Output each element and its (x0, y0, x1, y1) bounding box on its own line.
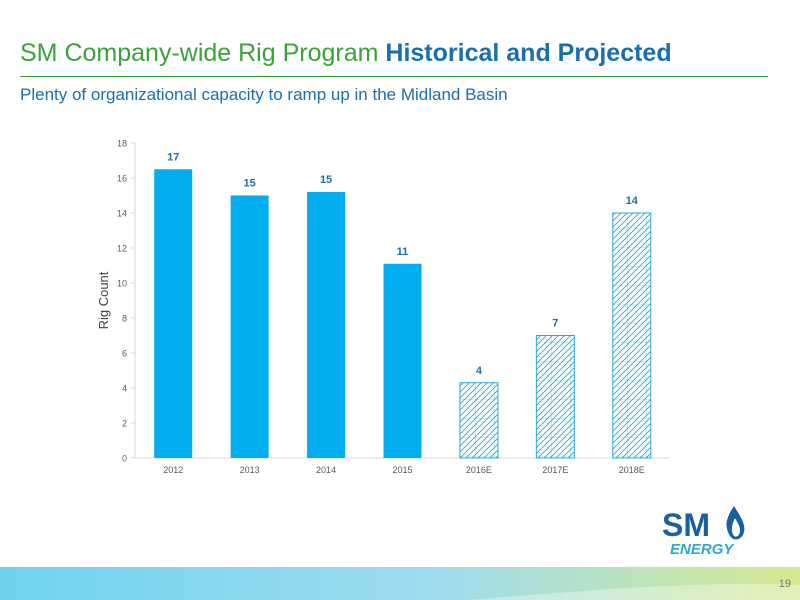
x-tick-label: 2016E (466, 465, 492, 475)
bar-2013 (230, 195, 269, 458)
y-tick-label: 8 (122, 314, 127, 324)
slide-title: SM Company-wide Rig Program Historical a… (20, 38, 672, 68)
sm-energy-logo: SM ENERGY (662, 506, 745, 558)
y-tick-label: 0 (122, 454, 127, 464)
slide-title-part2: Historical and Projected (385, 39, 672, 67)
bar-grid-overlay (459, 382, 498, 458)
y-tick-label: 4 (122, 384, 127, 394)
bar-2015 (383, 263, 422, 458)
x-tick-label: 2018E (619, 465, 645, 475)
x-tick-label: 2014 (316, 465, 336, 475)
x-tick-label: 2015 (392, 465, 412, 475)
slide-subtitle: Plenty of organizational capacity to ram… (20, 85, 508, 104)
x-tick-label: 2017E (542, 465, 568, 475)
title-divider (20, 76, 768, 77)
bar-2012 (154, 169, 193, 458)
y-tick-label: 6 (122, 349, 127, 359)
data-label: 7 (552, 318, 558, 330)
logo-energy-text: ENERGY (670, 541, 735, 558)
data-label: 15 (244, 178, 256, 190)
y-tick-label: 18 (117, 139, 127, 149)
y-tick-label: 10 (117, 279, 127, 289)
page-number: 19 (778, 578, 791, 590)
data-label: 11 (397, 246, 409, 258)
footer-band (0, 567, 800, 600)
x-tick-label: 2012 (163, 465, 183, 475)
data-label: 17 (167, 151, 179, 163)
logo-sm-text: SM (662, 507, 710, 543)
bar-grid-overlay (536, 335, 575, 458)
slide-title-part1: SM Company-wide Rig Program (20, 39, 386, 67)
bar-grid-overlay (612, 213, 651, 458)
y-tick-label: 14 (117, 209, 127, 219)
data-label: 15 (320, 174, 332, 186)
bar-2014 (307, 192, 346, 458)
y-tick-label: 2 (122, 419, 127, 429)
y-tick-label: 16 (117, 174, 127, 184)
y-axis-title: Rig Count (96, 271, 111, 329)
y-tick-label: 12 (117, 244, 127, 254)
x-tick-label: 2013 (240, 465, 260, 475)
data-label: 4 (476, 365, 483, 377)
data-label: 14 (626, 195, 639, 207)
